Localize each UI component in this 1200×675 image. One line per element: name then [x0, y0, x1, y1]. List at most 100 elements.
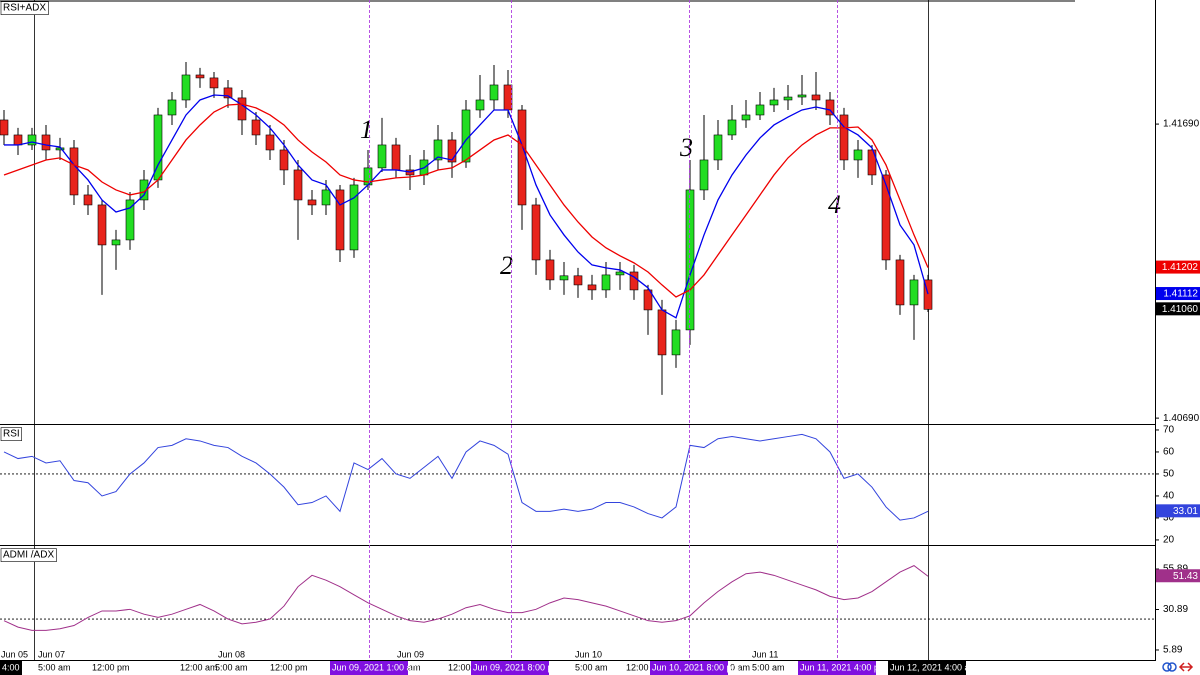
candle-body	[909, 279, 919, 306]
moving-average	[3, 103, 929, 298]
panel-title-box	[0, 1, 49, 15]
candle-body	[0, 119, 9, 136]
x-time-label: 0 am	[730, 662, 750, 672]
x-date-label: Jun 09	[397, 649, 424, 659]
axis-value-label: 1.41202	[1162, 262, 1199, 273]
x-time-label: 12:00	[626, 662, 649, 672]
candle-body	[69, 147, 79, 196]
x-date-label: Jun 08	[218, 649, 245, 659]
candle-body	[265, 134, 275, 151]
candle-body	[27, 134, 37, 146]
cursor-label: Jun 12, 2021 4:00 am	[890, 662, 977, 672]
candle-body	[139, 179, 149, 201]
axis-value-box	[1156, 287, 1200, 301]
x-date-label: Jun 10	[575, 649, 602, 659]
candle-body	[41, 134, 51, 151]
x-time-label: 12:00 am	[180, 662, 218, 672]
candle-body	[895, 259, 905, 306]
cursor-label-box	[0, 661, 22, 675]
candle-body	[783, 96, 793, 101]
cursor-label: 4:00	[2, 662, 20, 672]
x-date-label: Jun 07	[38, 649, 65, 659]
x-time-label: 12:00 pm	[270, 662, 308, 672]
axis-value-box	[1156, 504, 1200, 518]
x-date-label: Jun 11	[752, 649, 778, 659]
y-tick-label: 1.41690	[1163, 119, 1200, 130]
candle-body	[587, 284, 597, 291]
candle-body	[573, 275, 583, 286]
x-time-label: 12:00	[448, 662, 471, 672]
cursor-label-box	[888, 661, 966, 675]
candle-body	[839, 114, 849, 161]
candle-body	[97, 204, 107, 246]
icon[interactable]	[1162, 662, 1172, 672]
indicator-line	[3, 433, 929, 521]
candle-body	[881, 174, 891, 261]
candle-body	[503, 84, 513, 111]
candle-body	[335, 189, 345, 251]
axis-value-label: 1.41112	[1163, 289, 1198, 300]
candle-body	[293, 169, 303, 201]
candle-body	[433, 139, 443, 161]
candle-body	[685, 189, 695, 331]
x-date-label: Jun 05	[1, 649, 28, 659]
candle-body	[307, 199, 317, 206]
panel-title-box	[0, 548, 57, 562]
marker-label-box	[650, 661, 728, 675]
candle-body	[349, 184, 359, 251]
candle-body	[251, 119, 261, 136]
candle-body	[811, 94, 821, 101]
candle-body	[629, 271, 639, 291]
candle-body	[321, 189, 331, 206]
candle-body	[545, 259, 555, 281]
y-tick-label: 30	[1163, 513, 1175, 524]
annotation: 4	[828, 190, 841, 219]
candle-body	[489, 84, 499, 101]
candle-body	[671, 329, 681, 356]
axis-value-label: 51.43	[1173, 571, 1198, 582]
x-time-label: am	[408, 662, 421, 672]
y-tick-label: 55.89	[1163, 564, 1188, 575]
candle-body	[741, 114, 751, 121]
candle-body	[279, 149, 289, 171]
x-time-label: 5:00 am	[38, 662, 71, 672]
candle-body	[559, 275, 569, 281]
candle-body	[853, 149, 863, 161]
marker-label-box	[330, 661, 408, 675]
annotation: 2	[500, 251, 513, 280]
candle-body	[517, 109, 527, 206]
candle-body	[713, 134, 723, 161]
candle-body	[377, 144, 387, 169]
candle-body	[223, 87, 233, 99]
toolbar-icons	[1162, 662, 1194, 672]
candle-body	[867, 149, 877, 176]
y-tick-label: 50	[1163, 469, 1175, 480]
moving-average	[4, 94, 929, 319]
axis-value-box	[1156, 302, 1200, 316]
candle-body	[615, 271, 625, 276]
marker-label: Jun 11, 2021 4:00 pm	[800, 662, 886, 672]
panel-title: RSI	[3, 429, 20, 440]
icon[interactable]	[1178, 662, 1194, 672]
candle-body	[475, 99, 485, 111]
y-tick-label: 40	[1163, 491, 1175, 502]
candle-body	[181, 74, 191, 101]
candle-body	[13, 134, 23, 146]
candle-body	[699, 159, 709, 191]
candle-body	[111, 239, 121, 246]
marker-label: Jun 09, 2021 8:00 pm	[473, 662, 560, 672]
candle-body	[237, 97, 247, 121]
annotation: 1	[360, 115, 373, 144]
candle-body	[755, 104, 765, 116]
candles	[0, 62, 933, 395]
candle-body	[461, 109, 471, 163]
panel-title: RSI+ADX	[3, 3, 46, 14]
y-tick-label: 30.89	[1163, 604, 1188, 615]
candle-body	[125, 199, 135, 241]
annotation: 3	[679, 133, 693, 162]
candle-body	[83, 194, 93, 206]
icon[interactable]	[1167, 662, 1177, 672]
x-time-label: 5:00 am	[215, 662, 248, 672]
